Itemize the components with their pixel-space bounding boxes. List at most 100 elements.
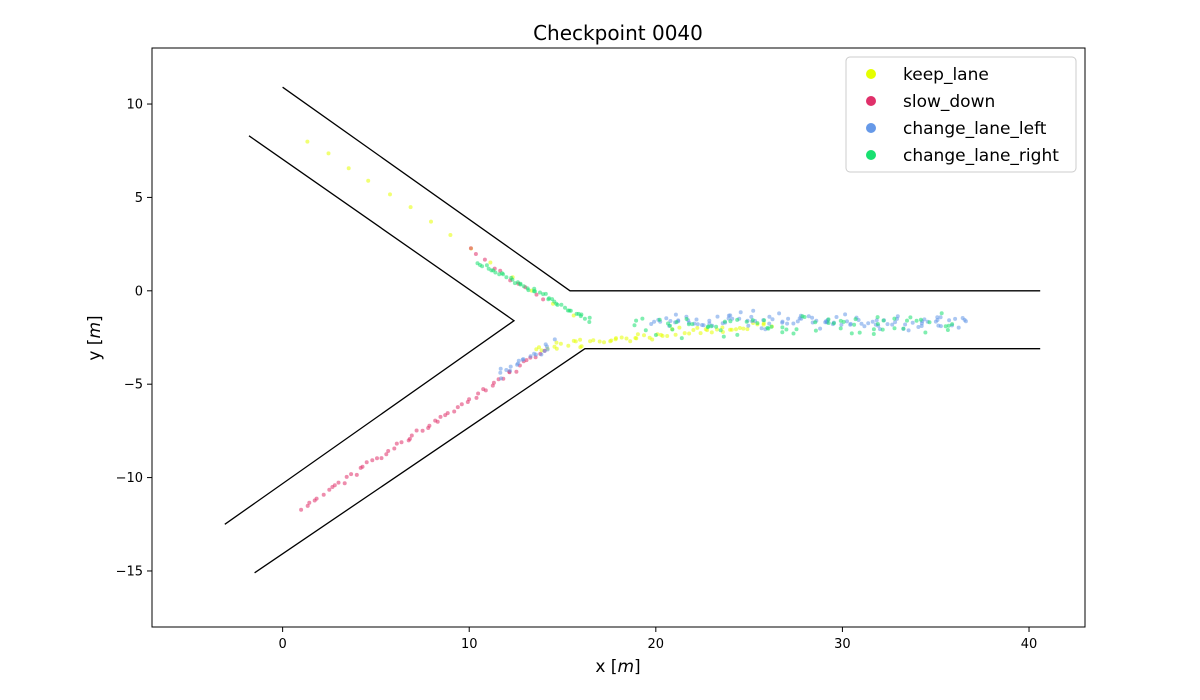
data-point-slow-down — [332, 483, 337, 488]
data-point-change-lane-left — [738, 310, 743, 315]
data-point-keep-lane — [682, 331, 687, 336]
data-point-change-lane-left — [715, 314, 720, 319]
data-point-keep-lane — [709, 330, 714, 335]
data-point-change-lane-right — [853, 317, 858, 322]
data-point-keep-lane — [677, 325, 682, 330]
data-point-slow-down — [299, 507, 304, 512]
data-point-change-lane-left — [673, 312, 678, 317]
data-point-change-lane-left — [746, 323, 751, 328]
data-point-change-lane-left — [870, 319, 875, 324]
data-point-change-lane-right — [875, 322, 880, 326]
data-point-change-lane-right — [546, 297, 551, 302]
data-point-change-lane-right — [718, 328, 723, 333]
data-point-slow-down — [435, 419, 440, 424]
data-point-slow-down — [407, 436, 412, 441]
legend-label-keep-lane: keep_lane — [903, 65, 989, 85]
data-point-change-lane-right — [587, 320, 592, 324]
data-point-change-lane-right — [755, 321, 760, 326]
data-point-keep-lane — [554, 346, 559, 351]
data-point-keep-lane — [698, 331, 703, 336]
data-point-change-lane-left — [695, 322, 700, 327]
data-point-change-lane-left — [694, 317, 699, 322]
data-point-change-lane-right — [849, 331, 854, 336]
data-point-change-lane-right — [518, 281, 523, 286]
x-tick-label: 10 — [461, 637, 478, 652]
data-point-change-lane-right — [791, 331, 796, 336]
data-point-slow-down — [420, 428, 425, 433]
data-point-keep-lane — [346, 166, 351, 171]
data-point-change-lane-right — [493, 270, 498, 275]
data-point-keep-lane — [619, 335, 624, 340]
data-point-keep-lane — [741, 326, 746, 331]
data-point-change-lane-right — [852, 322, 857, 327]
data-point-change-lane-left — [533, 352, 538, 357]
data-point-change-lane-right — [722, 319, 727, 324]
data-point-change-lane-left — [786, 316, 791, 321]
data-point-change-lane-right — [480, 264, 485, 269]
data-point-change-lane-left — [552, 337, 557, 342]
data-point-change-lane-left — [848, 321, 853, 326]
data-point-change-lane-left — [664, 316, 669, 321]
data-point-change-lane-right — [538, 290, 542, 295]
data-point-change-lane-right — [484, 263, 489, 268]
data-point-change-lane-right — [653, 333, 658, 337]
data-point-change-lane-right — [800, 314, 805, 319]
x-tick-label: 30 — [834, 637, 851, 652]
data-point-change-lane-left — [862, 324, 867, 329]
data-point-change-lane-right — [905, 318, 909, 323]
data-point-change-lane-left — [806, 314, 811, 319]
data-point-change-lane-right — [826, 317, 831, 322]
data-point-change-lane-right — [512, 281, 517, 286]
data-point-slow-down — [394, 441, 399, 446]
data-point-slow-down — [354, 472, 359, 477]
legend-label-slow-down: slow_down — [903, 92, 995, 112]
data-point-change-lane-right — [871, 327, 876, 332]
data-point-change-lane-right — [728, 319, 733, 324]
y-tick-label: −10 — [116, 471, 143, 486]
data-point-change-lane-right — [521, 284, 526, 289]
data-point-change-lane-right — [871, 332, 876, 336]
data-point-change-lane-right — [857, 330, 862, 335]
data-point-change-lane-left — [749, 314, 754, 319]
data-points — [299, 139, 968, 512]
data-point-change-lane-right — [634, 318, 639, 323]
data-point-change-lane-left — [947, 318, 952, 323]
data-point-change-lane-left — [499, 376, 504, 381]
data-point-slow-down — [360, 464, 365, 469]
chart-title: Checkpoint 0040 — [533, 21, 703, 45]
data-point-change-lane-right — [813, 320, 818, 325]
data-point-slow-down — [364, 460, 369, 465]
data-point-keep-lane — [635, 332, 640, 337]
legend: keep_lane slow_down change_lane_leftchange… — [845, 56, 1077, 173]
data-point-slow-down — [327, 487, 332, 492]
legend-marker-slow-down — [866, 96, 876, 106]
data-point-change-lane-right — [762, 318, 767, 323]
data-point-keep-lane — [573, 339, 578, 344]
x-tick-label: 0 — [278, 637, 286, 652]
data-point-change-lane-right — [750, 318, 755, 323]
data-point-change-lane-right — [501, 272, 506, 277]
data-point-keep-lane — [647, 335, 652, 340]
data-point-change-lane-right — [892, 316, 897, 321]
data-point-change-lane-right — [668, 323, 672, 328]
data-point-change-lane-right — [918, 317, 923, 322]
data-point-slow-down — [342, 481, 347, 486]
data-point-change-lane-left — [893, 320, 898, 325]
data-point-keep-lane — [591, 338, 596, 343]
data-point-change-lane-right — [881, 318, 886, 323]
data-point-change-lane-left — [780, 320, 785, 325]
data-point-change-lane-left — [767, 314, 772, 319]
data-point-keep-lane — [624, 336, 629, 341]
data-point-keep-lane — [613, 337, 618, 342]
data-point-change-lane-left — [890, 322, 895, 327]
data-point-change-lane-right — [784, 327, 789, 332]
data-point-change-lane-left — [508, 368, 512, 373]
data-point-change-lane-right — [563, 305, 567, 310]
data-point-change-lane-left — [759, 326, 764, 331]
data-point-change-lane-right — [721, 334, 726, 339]
data-point-slow-down — [414, 428, 419, 433]
data-point-change-lane-left — [856, 318, 861, 322]
data-point-change-lane-left — [922, 317, 927, 322]
data-point-keep-lane — [687, 331, 692, 336]
data-point-change-lane-right — [706, 324, 711, 329]
